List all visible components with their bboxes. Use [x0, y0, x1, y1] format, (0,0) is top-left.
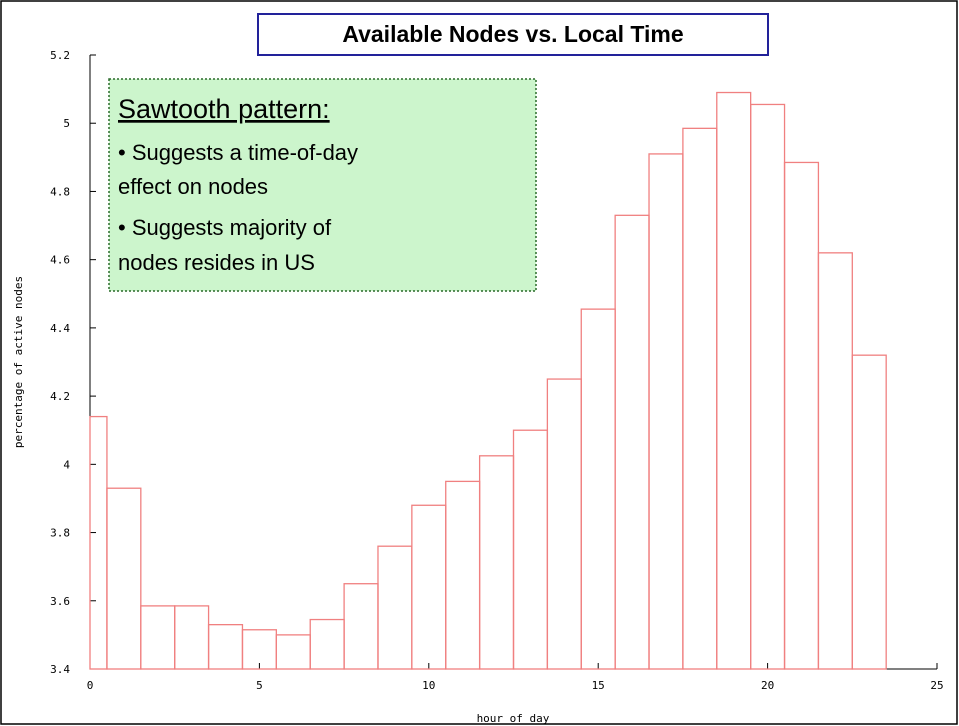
- bar: [140, 605, 176, 670]
- x-tick-label: 15: [592, 679, 605, 692]
- bar: [716, 91, 752, 670]
- y-axis-label: percentage of active nodes: [12, 276, 25, 448]
- annotation-line: nodes resides in US: [118, 250, 315, 275]
- bar: [614, 214, 650, 670]
- x-tick-label: 25: [930, 679, 943, 692]
- bar: [275, 634, 311, 670]
- y-tick-label: 5: [63, 117, 70, 130]
- bar: [750, 103, 786, 670]
- x-tick-label: 5: [256, 679, 263, 692]
- bar: [445, 480, 481, 670]
- bar: [411, 504, 447, 670]
- annotation-heading: Sawtooth pattern:: [118, 94, 330, 124]
- annotation-line: • Suggests a time-of-day: [118, 140, 358, 165]
- x-tick-label: 10: [422, 679, 435, 692]
- bar: [546, 378, 582, 670]
- bar: [580, 308, 616, 670]
- bar: [851, 354, 887, 670]
- y-tick-label: 3.4: [50, 663, 70, 676]
- title-box: [257, 13, 769, 56]
- bar: [682, 127, 718, 670]
- y-tick-label: 4.6: [50, 254, 70, 267]
- x-tick-label: 20: [761, 679, 774, 692]
- y-tick-label: 4.8: [50, 185, 70, 198]
- y-tick-label: 4.4: [50, 322, 70, 335]
- bar: [174, 605, 210, 670]
- annotation-line: • Suggests majority of: [118, 215, 332, 240]
- bar: [207, 624, 244, 670]
- bar: [478, 455, 515, 670]
- y-tick-label: 3.8: [50, 527, 70, 540]
- annotation-box: [108, 78, 537, 292]
- x-axis-label: hour of day: [477, 712, 550, 725]
- x-tick-label: 0: [87, 679, 94, 692]
- bar: [377, 545, 413, 670]
- y-tick-label: 4: [63, 458, 70, 471]
- bar: [343, 583, 379, 670]
- chart-title: Available Nodes vs. Local Time: [342, 21, 683, 47]
- bar: [512, 429, 549, 670]
- y-tick-label: 3.6: [50, 595, 70, 608]
- bar: [106, 487, 142, 670]
- bar: [783, 161, 820, 670]
- bar: [648, 153, 684, 670]
- bar: [309, 618, 345, 670]
- plot: 3.4 3.6 3.8 4 4.2 4.4 4.6 4.8 5 5.2 0 5 10 15 20 25: [50, 49, 944, 692]
- y-tick-label: 4.2: [50, 390, 70, 403]
- y-tick-label: 5.2: [50, 49, 70, 62]
- annotation-line: effect on nodes: [118, 174, 268, 199]
- bar: [89, 415, 108, 670]
- bar: [817, 252, 853, 670]
